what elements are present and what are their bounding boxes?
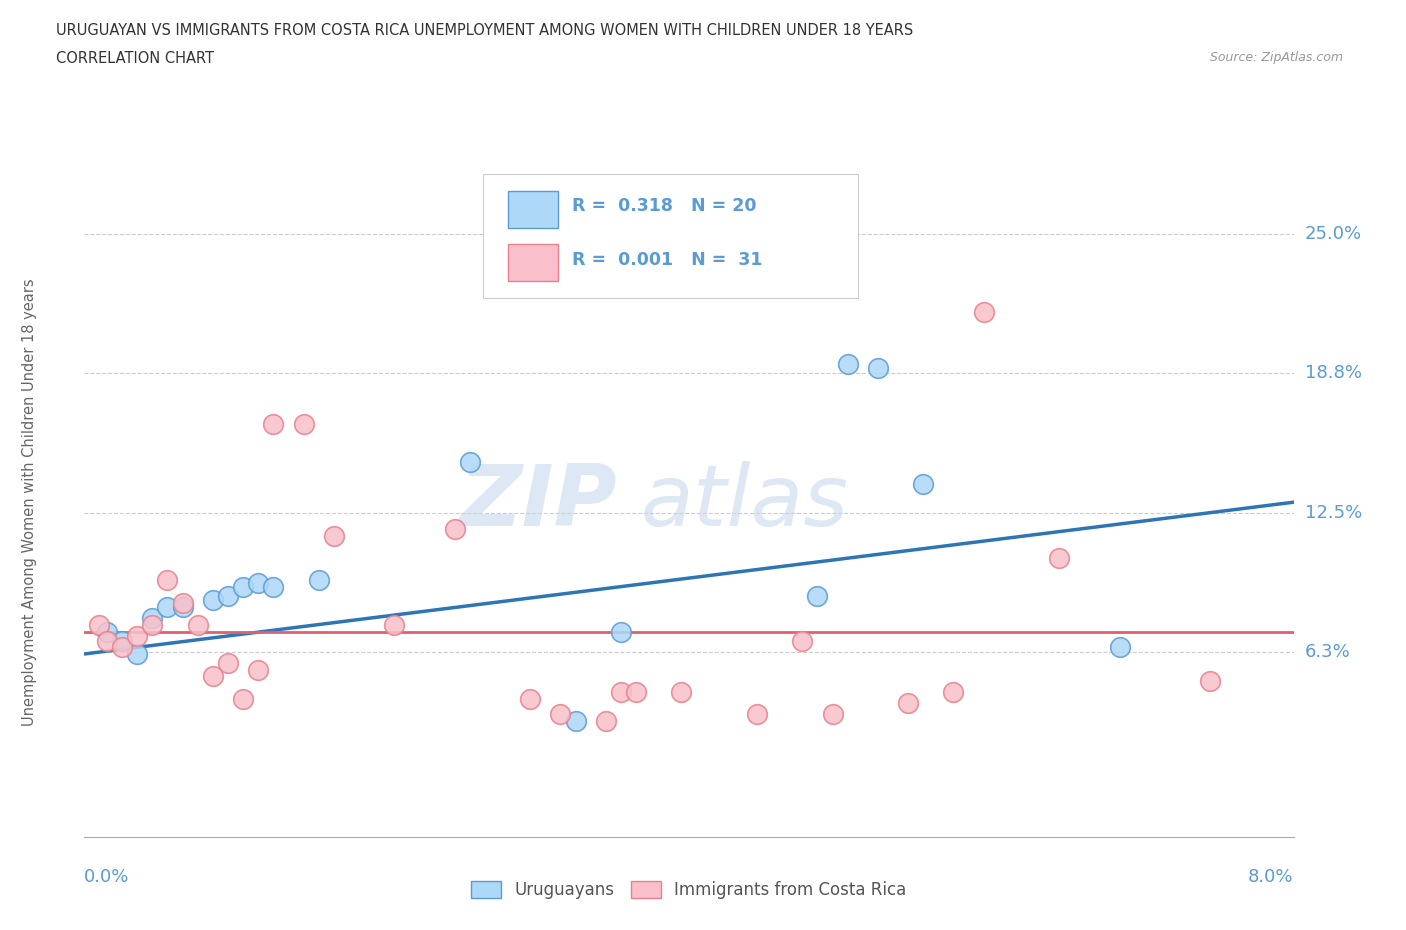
Point [837, 356, 859, 371]
Point [745, 707, 768, 722]
Point [201, 593, 224, 608]
Point [1199, 673, 1222, 688]
Point [141, 618, 163, 632]
Point [247, 662, 270, 677]
Point [141, 611, 163, 626]
Point [187, 618, 209, 632]
Point [127, 646, 149, 661]
Point [156, 573, 179, 588]
Text: Source: ZipAtlas.com: Source: ZipAtlas.com [1209, 51, 1343, 64]
Point [111, 633, 134, 648]
Point [232, 579, 254, 594]
Point [458, 455, 481, 470]
Legend: Uruguayans, Immigrants from Costa Rica: Uruguayans, Immigrants from Costa Rica [464, 874, 914, 906]
Text: ZIP: ZIP [458, 460, 616, 544]
Point [308, 573, 330, 588]
Point [217, 589, 239, 604]
Text: 8.0%: 8.0% [1249, 868, 1294, 885]
Text: 0.0%: 0.0% [84, 868, 129, 885]
Text: Unemployment Among Women with Children Under 18 years: Unemployment Among Women with Children U… [22, 278, 38, 726]
Text: R =  0.318   N = 20: R = 0.318 N = 20 [572, 197, 756, 215]
Point [610, 624, 633, 639]
Point [806, 589, 828, 604]
FancyBboxPatch shape [484, 174, 858, 298]
Text: CORRELATION CHART: CORRELATION CHART [56, 51, 214, 66]
Point [973, 305, 995, 320]
Point [292, 417, 315, 432]
Point [262, 417, 284, 432]
Point [550, 707, 572, 722]
Point [443, 522, 465, 537]
Point [201, 669, 224, 684]
Point [912, 477, 935, 492]
Point [96, 633, 118, 648]
Point [1108, 640, 1130, 655]
Point [322, 528, 344, 543]
Point [156, 600, 179, 615]
Point [866, 361, 889, 376]
Point [111, 640, 134, 655]
Point [232, 691, 254, 706]
Point [897, 696, 920, 711]
Point [172, 595, 194, 610]
Point [792, 633, 814, 648]
Point [624, 684, 647, 699]
Point [1047, 551, 1070, 565]
Text: 25.0%: 25.0% [1305, 225, 1362, 244]
Text: URUGUAYAN VS IMMIGRANTS FROM COSTA RICA UNEMPLOYMENT AMONG WOMEN WITH CHILDREN U: URUGUAYAN VS IMMIGRANTS FROM COSTA RICA … [56, 23, 914, 38]
Point [247, 575, 270, 590]
Point [671, 684, 693, 699]
Text: R =  0.001   N =  31: R = 0.001 N = 31 [572, 251, 762, 269]
FancyBboxPatch shape [508, 245, 558, 281]
Point [217, 656, 239, 671]
Point [262, 579, 284, 594]
Point [595, 713, 617, 728]
Point [382, 618, 405, 632]
Point [172, 600, 194, 615]
Point [127, 629, 149, 644]
Text: atlas: atlas [641, 460, 849, 544]
Text: 18.8%: 18.8% [1305, 364, 1361, 381]
Point [821, 707, 844, 722]
Point [610, 684, 633, 699]
Text: 12.5%: 12.5% [1305, 504, 1362, 523]
Point [942, 684, 965, 699]
Point [89, 618, 111, 632]
Point [519, 691, 541, 706]
Text: 6.3%: 6.3% [1305, 643, 1350, 660]
Point [564, 713, 586, 728]
Point [96, 624, 118, 639]
FancyBboxPatch shape [508, 191, 558, 228]
